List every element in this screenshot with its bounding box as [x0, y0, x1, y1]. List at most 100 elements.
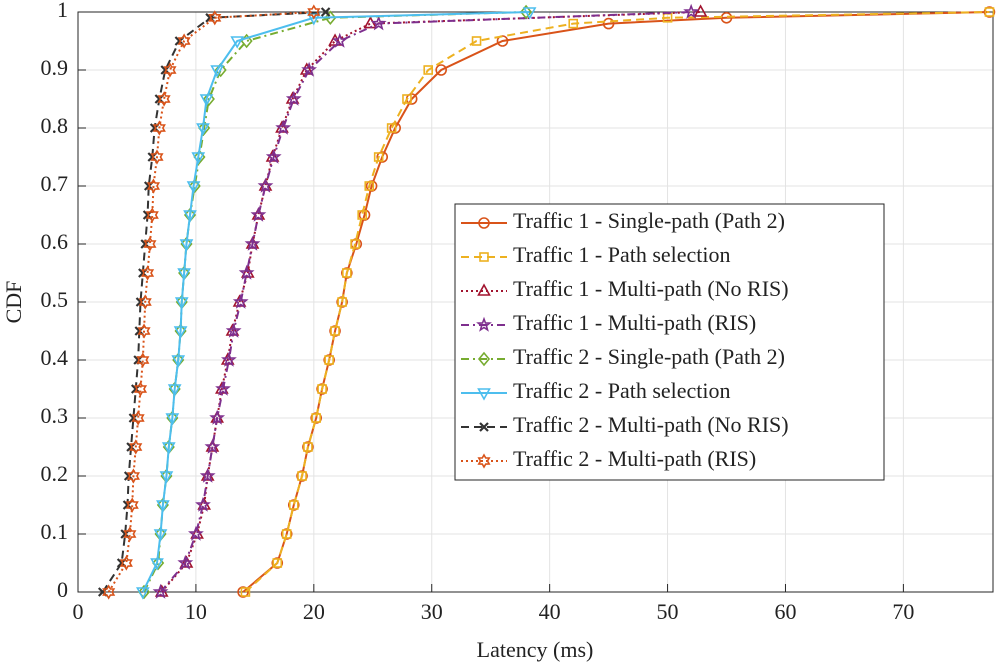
- marker: [288, 500, 299, 510]
- y-tick-label: 0: [57, 577, 68, 602]
- y-tick-label: 0.8: [41, 113, 69, 138]
- legend-label: Traffic 1 - Single-path (Path 2): [513, 208, 785, 233]
- marker: [280, 528, 293, 540]
- marker: [163, 62, 177, 78]
- marker: [477, 351, 491, 367]
- marker: [250, 206, 267, 222]
- marker: [171, 355, 186, 368]
- marker: [237, 586, 249, 598]
- y-tick-label: 0.7: [41, 171, 69, 196]
- marker: [102, 584, 116, 600]
- marker: [324, 355, 334, 365]
- marker: [136, 352, 150, 368]
- marker: [177, 268, 191, 281]
- marker: [479, 422, 489, 432]
- marker: [479, 252, 489, 262]
- marker: [316, 383, 328, 395]
- marker: [324, 10, 337, 26]
- marker: [402, 94, 412, 104]
- y-tick-label: 0.2: [41, 461, 69, 486]
- marker: [232, 293, 249, 309]
- marker: [157, 91, 171, 107]
- marker: [165, 413, 180, 426]
- marker: [143, 236, 157, 252]
- marker: [208, 10, 222, 26]
- marker: [126, 468, 140, 484]
- marker: [341, 267, 353, 279]
- marker: [240, 587, 251, 597]
- legend-label: Traffic 2 - Multi-path (RIS): [513, 446, 756, 471]
- marker: [301, 61, 318, 77]
- marker: [225, 322, 242, 338]
- marker: [477, 283, 491, 296]
- y-tick-label: 1: [57, 0, 68, 22]
- marker: [303, 442, 313, 452]
- marker: [307, 4, 321, 20]
- legend-label: Traffic 2 - Single-path (Path 2): [513, 344, 785, 369]
- marker: [373, 152, 384, 162]
- marker: [984, 7, 995, 17]
- marker: [983, 6, 996, 18]
- marker: [150, 558, 164, 571]
- y-tick-label: 0.6: [41, 229, 69, 254]
- marker: [138, 294, 152, 310]
- series-line: [107, 11, 314, 593]
- marker: [364, 181, 375, 191]
- marker: [153, 529, 168, 542]
- marker: [285, 90, 302, 106]
- marker: [275, 119, 292, 135]
- marker: [386, 123, 397, 133]
- legend-label: Traffic 2 - Path selection: [513, 378, 731, 403]
- marker: [320, 7, 331, 17]
- marker: [137, 323, 151, 339]
- marker: [177, 554, 194, 570]
- marker: [306, 13, 321, 26]
- marker: [135, 587, 150, 600]
- marker: [238, 264, 255, 280]
- marker: [145, 207, 159, 223]
- y-tick-label: 0.1: [41, 519, 69, 544]
- marker: [188, 525, 204, 541]
- marker: [129, 439, 143, 455]
- legend: Traffic 1 - Single-path (Path 2) Traffic …: [454, 203, 885, 481]
- legend-label: Traffic 1 - Multi-path (No RIS): [513, 276, 789, 301]
- marker: [152, 583, 169, 599]
- marker: [159, 471, 174, 484]
- x-tick-label: 50: [657, 599, 679, 624]
- y-tick-label: 0.5: [41, 287, 69, 312]
- marker: [370, 15, 387, 31]
- marker: [477, 388, 491, 401]
- marker: [161, 442, 176, 455]
- marker: [287, 499, 300, 511]
- marker: [196, 123, 210, 136]
- marker: [125, 497, 139, 513]
- plot-frame: [77, 11, 994, 593]
- marker: [602, 17, 615, 30]
- marker: [520, 4, 533, 20]
- marker: [331, 32, 348, 48]
- marker: [244, 235, 261, 251]
- marker: [210, 65, 224, 78]
- marker: [496, 35, 509, 47]
- legend-box: [454, 203, 885, 481]
- marker: [195, 496, 211, 512]
- x-tick-label: 40: [539, 599, 561, 624]
- marker: [311, 413, 321, 423]
- marker: [202, 91, 215, 107]
- marker: [257, 177, 274, 193]
- series-line: [141, 11, 530, 593]
- marker: [330, 326, 340, 336]
- series-line: [160, 11, 701, 593]
- marker: [183, 210, 197, 223]
- series-line: [159, 11, 692, 593]
- marker: [131, 410, 145, 426]
- marker: [204, 438, 221, 454]
- marker: [123, 526, 137, 542]
- marker: [568, 18, 579, 29]
- marker: [141, 265, 155, 281]
- marker: [215, 380, 231, 396]
- marker: [200, 468, 215, 481]
- marker: [323, 354, 335, 366]
- marker: [133, 381, 148, 397]
